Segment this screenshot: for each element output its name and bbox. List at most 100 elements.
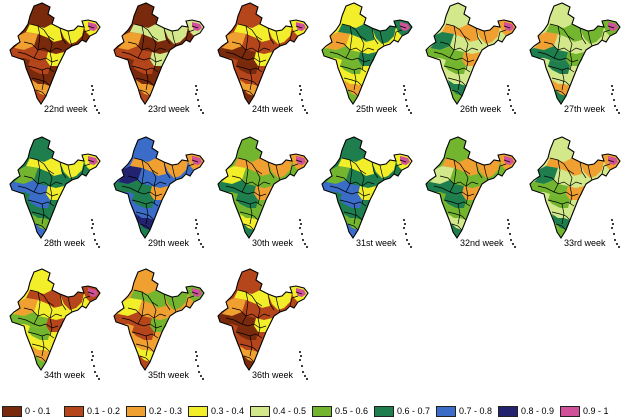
island-dot — [508, 223, 510, 225]
country-outline — [217, 268, 309, 372]
map-region — [444, 60, 466, 74]
island-dot — [510, 239, 512, 241]
india-map — [425, 2, 517, 114]
state-boundary — [171, 30, 177, 47]
map-region — [548, 194, 570, 208]
map-region — [444, 194, 466, 208]
island-dot — [198, 105, 200, 107]
map-region — [118, 166, 142, 184]
island-dot — [91, 93, 93, 95]
map-region — [222, 298, 246, 316]
map-region — [444, 66, 460, 84]
weekly-map: 22nd week — [4, 0, 108, 125]
state-boundary — [191, 25, 199, 29]
map-region — [546, 158, 582, 176]
legend-swatch — [250, 405, 270, 417]
state-boundary — [243, 89, 255, 97]
state-boundary — [31, 343, 51, 353]
island-dot — [306, 246, 308, 248]
legend-label: 0.1 - 0.2 — [87, 406, 121, 416]
state-boundary — [371, 27, 379, 45]
island-dot — [410, 112, 412, 114]
state-boundary — [135, 77, 155, 87]
state-boundary — [451, 89, 463, 97]
map-region-northeast — [400, 22, 410, 31]
map-region — [340, 60, 362, 74]
state-boundary — [23, 41, 63, 53]
island-dot — [512, 243, 514, 245]
map-region — [136, 214, 154, 230]
island-dot — [403, 85, 405, 87]
state-boundary — [255, 169, 261, 205]
map-region — [430, 32, 454, 50]
map-region — [132, 200, 148, 218]
island-dot — [202, 378, 204, 380]
state-boundary — [249, 203, 253, 225]
week-label: 33rd week — [564, 238, 606, 248]
state-boundary — [553, 25, 561, 59]
state-boundary — [341, 157, 367, 175]
map-region — [234, 24, 270, 42]
state-boundary — [137, 291, 145, 325]
state-boundary — [127, 307, 167, 319]
map-region-northeast — [400, 156, 410, 165]
island-dot — [299, 227, 301, 229]
weekly-maps-grid: 22nd week 23rd week 24th week 25th week 26th… — [4, 0, 621, 380]
state-boundary — [555, 89, 567, 97]
state-boundary — [549, 23, 575, 41]
map-region — [130, 290, 166, 308]
state-boundary — [341, 23, 367, 41]
map-region — [546, 24, 582, 42]
map-region-northeast — [192, 156, 202, 165]
map-region — [548, 60, 570, 74]
state-boundary — [59, 161, 67, 179]
week-label: 27th week — [564, 104, 606, 114]
state-boundary — [289, 163, 299, 175]
state-boundary — [347, 223, 359, 231]
island-dot — [195, 219, 197, 221]
island-dot — [96, 109, 98, 111]
legend-item: 0.6 - 0.7 — [374, 404, 430, 418]
legend-swatch — [498, 405, 518, 417]
map-region — [534, 32, 558, 50]
state-boundary — [87, 291, 95, 295]
state-boundary — [601, 163, 611, 175]
island-dot — [514, 246, 516, 248]
country-outline — [529, 2, 621, 106]
map-region — [552, 80, 570, 96]
legend-item: 0.7 - 0.8 — [436, 404, 492, 418]
state-boundary — [163, 27, 171, 45]
map-region — [222, 166, 246, 184]
island-dot — [403, 219, 405, 221]
island-dot — [304, 375, 306, 377]
legend-label: 0.7 - 0.8 — [459, 406, 493, 416]
state-boundary — [335, 175, 375, 187]
island-dot — [403, 93, 405, 95]
island-dot — [195, 227, 197, 229]
state-boundary — [67, 164, 73, 181]
state-boundary — [343, 77, 363, 87]
map-region — [442, 158, 478, 176]
island-dot — [510, 105, 512, 107]
legend-item: 0.5 - 0.6 — [312, 404, 368, 418]
map-region — [548, 66, 564, 84]
island-dot — [408, 109, 410, 111]
state-boundary — [29, 23, 55, 41]
state-boundary — [33, 25, 41, 59]
state-boundary — [185, 29, 195, 41]
map-region — [340, 194, 362, 208]
map-region — [236, 194, 258, 208]
legend-swatch — [2, 405, 22, 417]
weekly-map: 32nd week — [420, 134, 524, 259]
state-boundary — [241, 159, 249, 193]
country-outline — [113, 136, 205, 240]
state-boundary — [249, 335, 253, 357]
india-map — [9, 2, 101, 114]
india-map — [113, 136, 205, 248]
state-boundary — [347, 89, 359, 97]
country-outline — [529, 136, 621, 240]
state-boundary — [137, 25, 145, 59]
state-boundary — [133, 23, 159, 41]
state-boundary — [139, 89, 151, 97]
map-region — [30, 137, 54, 162]
